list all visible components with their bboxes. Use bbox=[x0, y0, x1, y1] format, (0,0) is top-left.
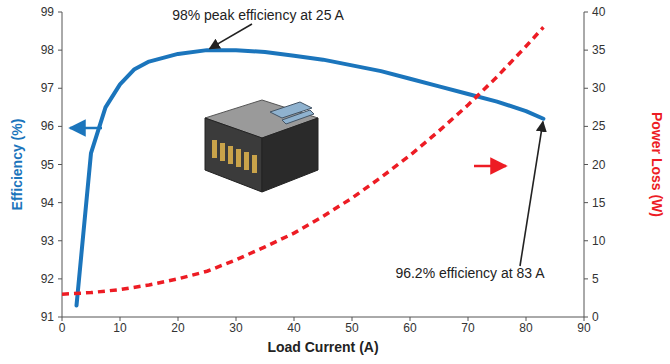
x-tick-label: 80 bbox=[519, 321, 533, 335]
y-tick bbox=[58, 12, 62, 13]
module-pin bbox=[212, 140, 217, 158]
y-tick-label: 94 bbox=[41, 196, 55, 210]
y-tick bbox=[58, 240, 62, 241]
y2-tick-label: 10 bbox=[592, 234, 606, 248]
x-tick-label: 60 bbox=[403, 321, 417, 335]
y2-tick-label: 0 bbox=[592, 310, 599, 324]
x-tick-label: 50 bbox=[345, 321, 359, 335]
y-tick bbox=[58, 164, 62, 165]
y2-tick-label: 25 bbox=[592, 119, 606, 133]
y-tick-label: 93 bbox=[41, 234, 55, 248]
module-pin bbox=[236, 149, 241, 167]
annotation-arrow bbox=[520, 122, 543, 266]
x-tick-label: 20 bbox=[171, 321, 185, 335]
x-tick-label: 40 bbox=[287, 321, 301, 335]
y2-tick bbox=[584, 278, 588, 279]
y-tick bbox=[58, 278, 62, 279]
y2-axis-title: Power Loss (W) bbox=[649, 112, 665, 217]
axis-pointer-arrow bbox=[474, 165, 506, 168]
x-tick-label: 30 bbox=[229, 321, 243, 335]
annotation-text: 98% peak efficiency at 25 A bbox=[172, 7, 344, 23]
y-tick bbox=[58, 50, 62, 51]
chart: 0 10 20 30 40 50 60 70 80 90 91 92 93 94 95 96 97 98 99 0 5 1… bbox=[0, 0, 670, 364]
x-tick-label: 70 bbox=[461, 321, 475, 335]
y2-tick bbox=[584, 164, 588, 165]
power-loss-line bbox=[62, 27, 543, 294]
x-tick-label: 90 bbox=[577, 321, 591, 335]
y2-tick bbox=[584, 126, 588, 127]
y-tick bbox=[58, 126, 62, 127]
y-tick-label: 98 bbox=[41, 43, 55, 57]
x-tick-label: 10 bbox=[113, 321, 127, 335]
module-right bbox=[262, 118, 318, 192]
module-pin bbox=[252, 155, 257, 173]
annotation-text: 96.2% efficiency at 83 A bbox=[395, 265, 545, 281]
y2-tick-label: 30 bbox=[592, 81, 606, 95]
module-pin bbox=[228, 146, 233, 164]
y2-tick bbox=[584, 202, 588, 203]
module-photo bbox=[205, 100, 318, 192]
x-axis-title: Load Current (A) bbox=[267, 339, 378, 355]
module-component bbox=[282, 110, 314, 124]
y-tick-label: 99 bbox=[41, 5, 55, 19]
y-tick-label: 95 bbox=[41, 158, 55, 172]
y2-tick bbox=[584, 50, 588, 51]
annotation-arrow bbox=[210, 24, 252, 49]
y2-tick-label: 5 bbox=[592, 272, 599, 286]
y2-tick-label: 15 bbox=[592, 196, 606, 210]
y2-tick bbox=[584, 88, 588, 89]
y-tick-label: 91 bbox=[41, 310, 55, 324]
y2-tick bbox=[584, 12, 588, 13]
plot-area bbox=[62, 27, 543, 305]
y2-tick bbox=[584, 317, 588, 318]
y2-tick bbox=[584, 240, 588, 241]
y-tick-label: 97 bbox=[41, 81, 55, 95]
x-axis-line bbox=[62, 317, 584, 318]
y2-tick-label: 35 bbox=[592, 43, 606, 57]
y-tick bbox=[58, 88, 62, 89]
y-tick-label: 92 bbox=[41, 272, 55, 286]
module-pin bbox=[244, 152, 249, 170]
y-tick bbox=[58, 202, 62, 203]
module-pin bbox=[220, 143, 225, 161]
y-tick-label: 96 bbox=[41, 119, 55, 133]
axis-pointer-arrow bbox=[70, 127, 102, 130]
y-axis-title: Efficiency (%) bbox=[9, 119, 25, 211]
x-tick-label: 0 bbox=[59, 321, 66, 335]
y-tick bbox=[58, 317, 62, 318]
module-left bbox=[205, 118, 262, 192]
y2-tick-label: 40 bbox=[592, 5, 606, 19]
y2-tick-label: 20 bbox=[592, 158, 606, 172]
